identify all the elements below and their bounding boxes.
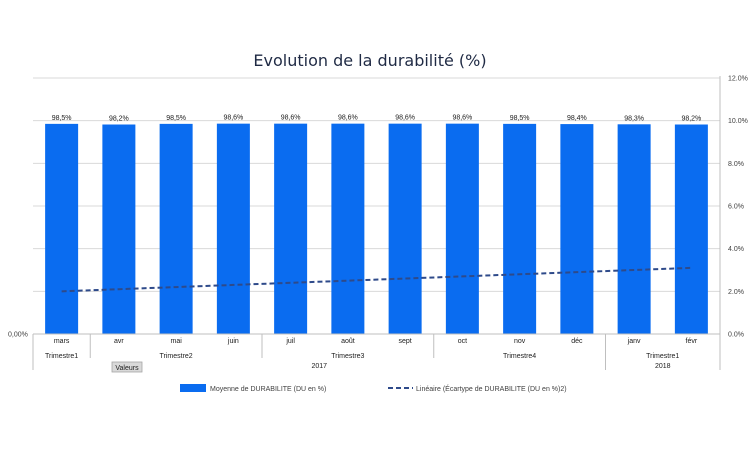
bar <box>159 123 193 334</box>
legend-swatch-bars <box>180 384 206 392</box>
quarter-label: Trimestre4 <box>503 353 536 360</box>
month-label: mars <box>54 338 70 345</box>
data-label: 98,6% <box>223 115 243 122</box>
bar <box>503 123 537 334</box>
right-tick-label: 0.0% <box>728 332 744 339</box>
bar <box>617 124 651 334</box>
month-label: mai <box>170 338 182 345</box>
right-tick-label: 2.0% <box>728 289 744 296</box>
bar-series <box>45 123 708 334</box>
category-axis: mars avr mai juin juil août sept oct nov déc janv f… <box>32 334 721 370</box>
data-labels: 98,5% 98,2% 98,5% 98,6% 98,6% 98,6% 98,6% 98,6%… <box>52 115 702 123</box>
bar <box>560 124 594 334</box>
data-label: 98,6% <box>338 115 358 122</box>
quarter-label: Trimestre1 <box>45 353 78 360</box>
data-label: 98,5% <box>52 115 72 122</box>
valeurs-filter[interactable]: Valeurs <box>111 361 143 373</box>
trend-line <box>61 266 692 293</box>
year-label: 2017 <box>311 363 327 370</box>
right-tick-label: 4.0% <box>728 246 744 253</box>
year-label: 2018 <box>655 363 671 370</box>
data-label: 98,6% <box>452 115 472 122</box>
right-tick-label: 8.0% <box>728 161 744 168</box>
data-label: 98,5% <box>166 115 186 122</box>
bar <box>216 123 250 334</box>
left-tick-label: 0,00% <box>8 332 28 339</box>
chart-title: Evolution de la durabilité (%) <box>253 51 486 70</box>
month-label: févr <box>686 338 698 345</box>
data-label: 98,5% <box>510 115 530 122</box>
bar <box>45 123 79 334</box>
month-label: avr <box>114 338 124 345</box>
month-label: juil <box>285 338 295 345</box>
month-label: nov <box>514 338 526 345</box>
quarter-label: Trimestre1 <box>646 353 679 360</box>
data-label: 98,2% <box>109 116 129 123</box>
data-label: 98,4% <box>567 115 587 122</box>
month-label: juin <box>227 338 239 345</box>
right-tick-label: 10.0% <box>728 118 748 125</box>
valeurs-button-label: Valeurs <box>115 365 139 372</box>
bar <box>445 123 479 334</box>
bar <box>102 124 136 334</box>
valeurs-button[interactable] <box>111 361 143 373</box>
legend: Moyenne de DURABILITE (DU en %) Linéaire … <box>180 384 567 393</box>
month-label: oct <box>458 338 467 345</box>
month-label: janv <box>627 338 641 345</box>
grid-lines <box>33 77 720 292</box>
month-label: août <box>341 338 355 345</box>
quarter-label: Trimestre3 <box>331 353 364 360</box>
month-label: sept <box>399 338 412 345</box>
data-label: 98,6% <box>395 115 415 122</box>
bar <box>674 124 708 334</box>
month-label: déc <box>571 338 583 345</box>
bar <box>331 123 365 334</box>
legend-label-bars: Moyenne de DURABILITE (DU en %) <box>210 386 326 393</box>
right-tick-label: 6.0% <box>728 204 744 211</box>
bar <box>274 123 308 334</box>
data-label: 98,2% <box>681 116 701 123</box>
bar <box>388 123 422 334</box>
data-label: 98,3% <box>624 115 644 122</box>
quarter-label: Trimestre2 <box>160 353 193 360</box>
data-label: 98,6% <box>281 115 301 122</box>
right-tick-label: 12.0% <box>728 76 748 83</box>
trendline-path <box>61 266 692 293</box>
legend-label-trend: Linéaire (Écartype de DURABILITE (DU en … <box>416 384 567 393</box>
